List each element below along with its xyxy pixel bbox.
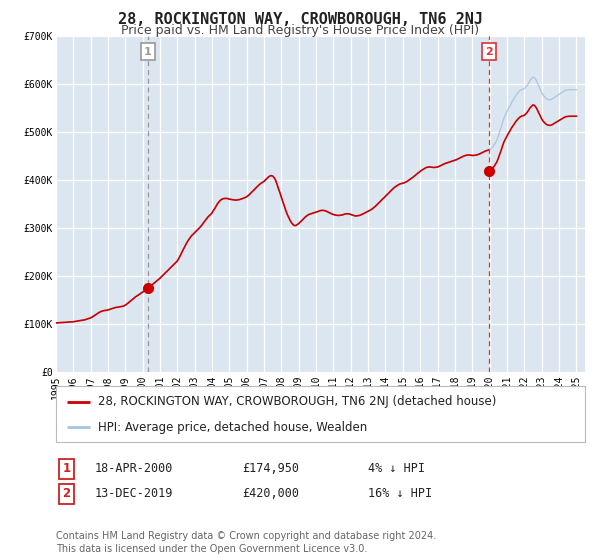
Text: 4% ↓ HPI: 4% ↓ HPI bbox=[368, 462, 425, 475]
Text: 18-APR-2000: 18-APR-2000 bbox=[95, 462, 173, 475]
Text: 1: 1 bbox=[62, 462, 71, 475]
Text: 13-DEC-2019: 13-DEC-2019 bbox=[95, 487, 173, 501]
Text: 16% ↓ HPI: 16% ↓ HPI bbox=[368, 487, 432, 501]
Text: 28, ROCKINGTON WAY, CROWBOROUGH, TN6 2NJ: 28, ROCKINGTON WAY, CROWBOROUGH, TN6 2NJ bbox=[118, 12, 482, 27]
Text: £420,000: £420,000 bbox=[242, 487, 299, 501]
Text: Price paid vs. HM Land Registry's House Price Index (HPI): Price paid vs. HM Land Registry's House … bbox=[121, 24, 479, 37]
Text: 1: 1 bbox=[144, 46, 151, 57]
Text: 2: 2 bbox=[62, 487, 71, 501]
Text: 28, ROCKINGTON WAY, CROWBOROUGH, TN6 2NJ (detached house): 28, ROCKINGTON WAY, CROWBOROUGH, TN6 2NJ… bbox=[98, 395, 497, 408]
Text: HPI: Average price, detached house, Wealden: HPI: Average price, detached house, Weal… bbox=[98, 421, 367, 434]
Text: £174,950: £174,950 bbox=[242, 462, 299, 475]
Text: Contains HM Land Registry data © Crown copyright and database right 2024.
This d: Contains HM Land Registry data © Crown c… bbox=[56, 531, 436, 554]
Text: 2: 2 bbox=[485, 46, 493, 57]
